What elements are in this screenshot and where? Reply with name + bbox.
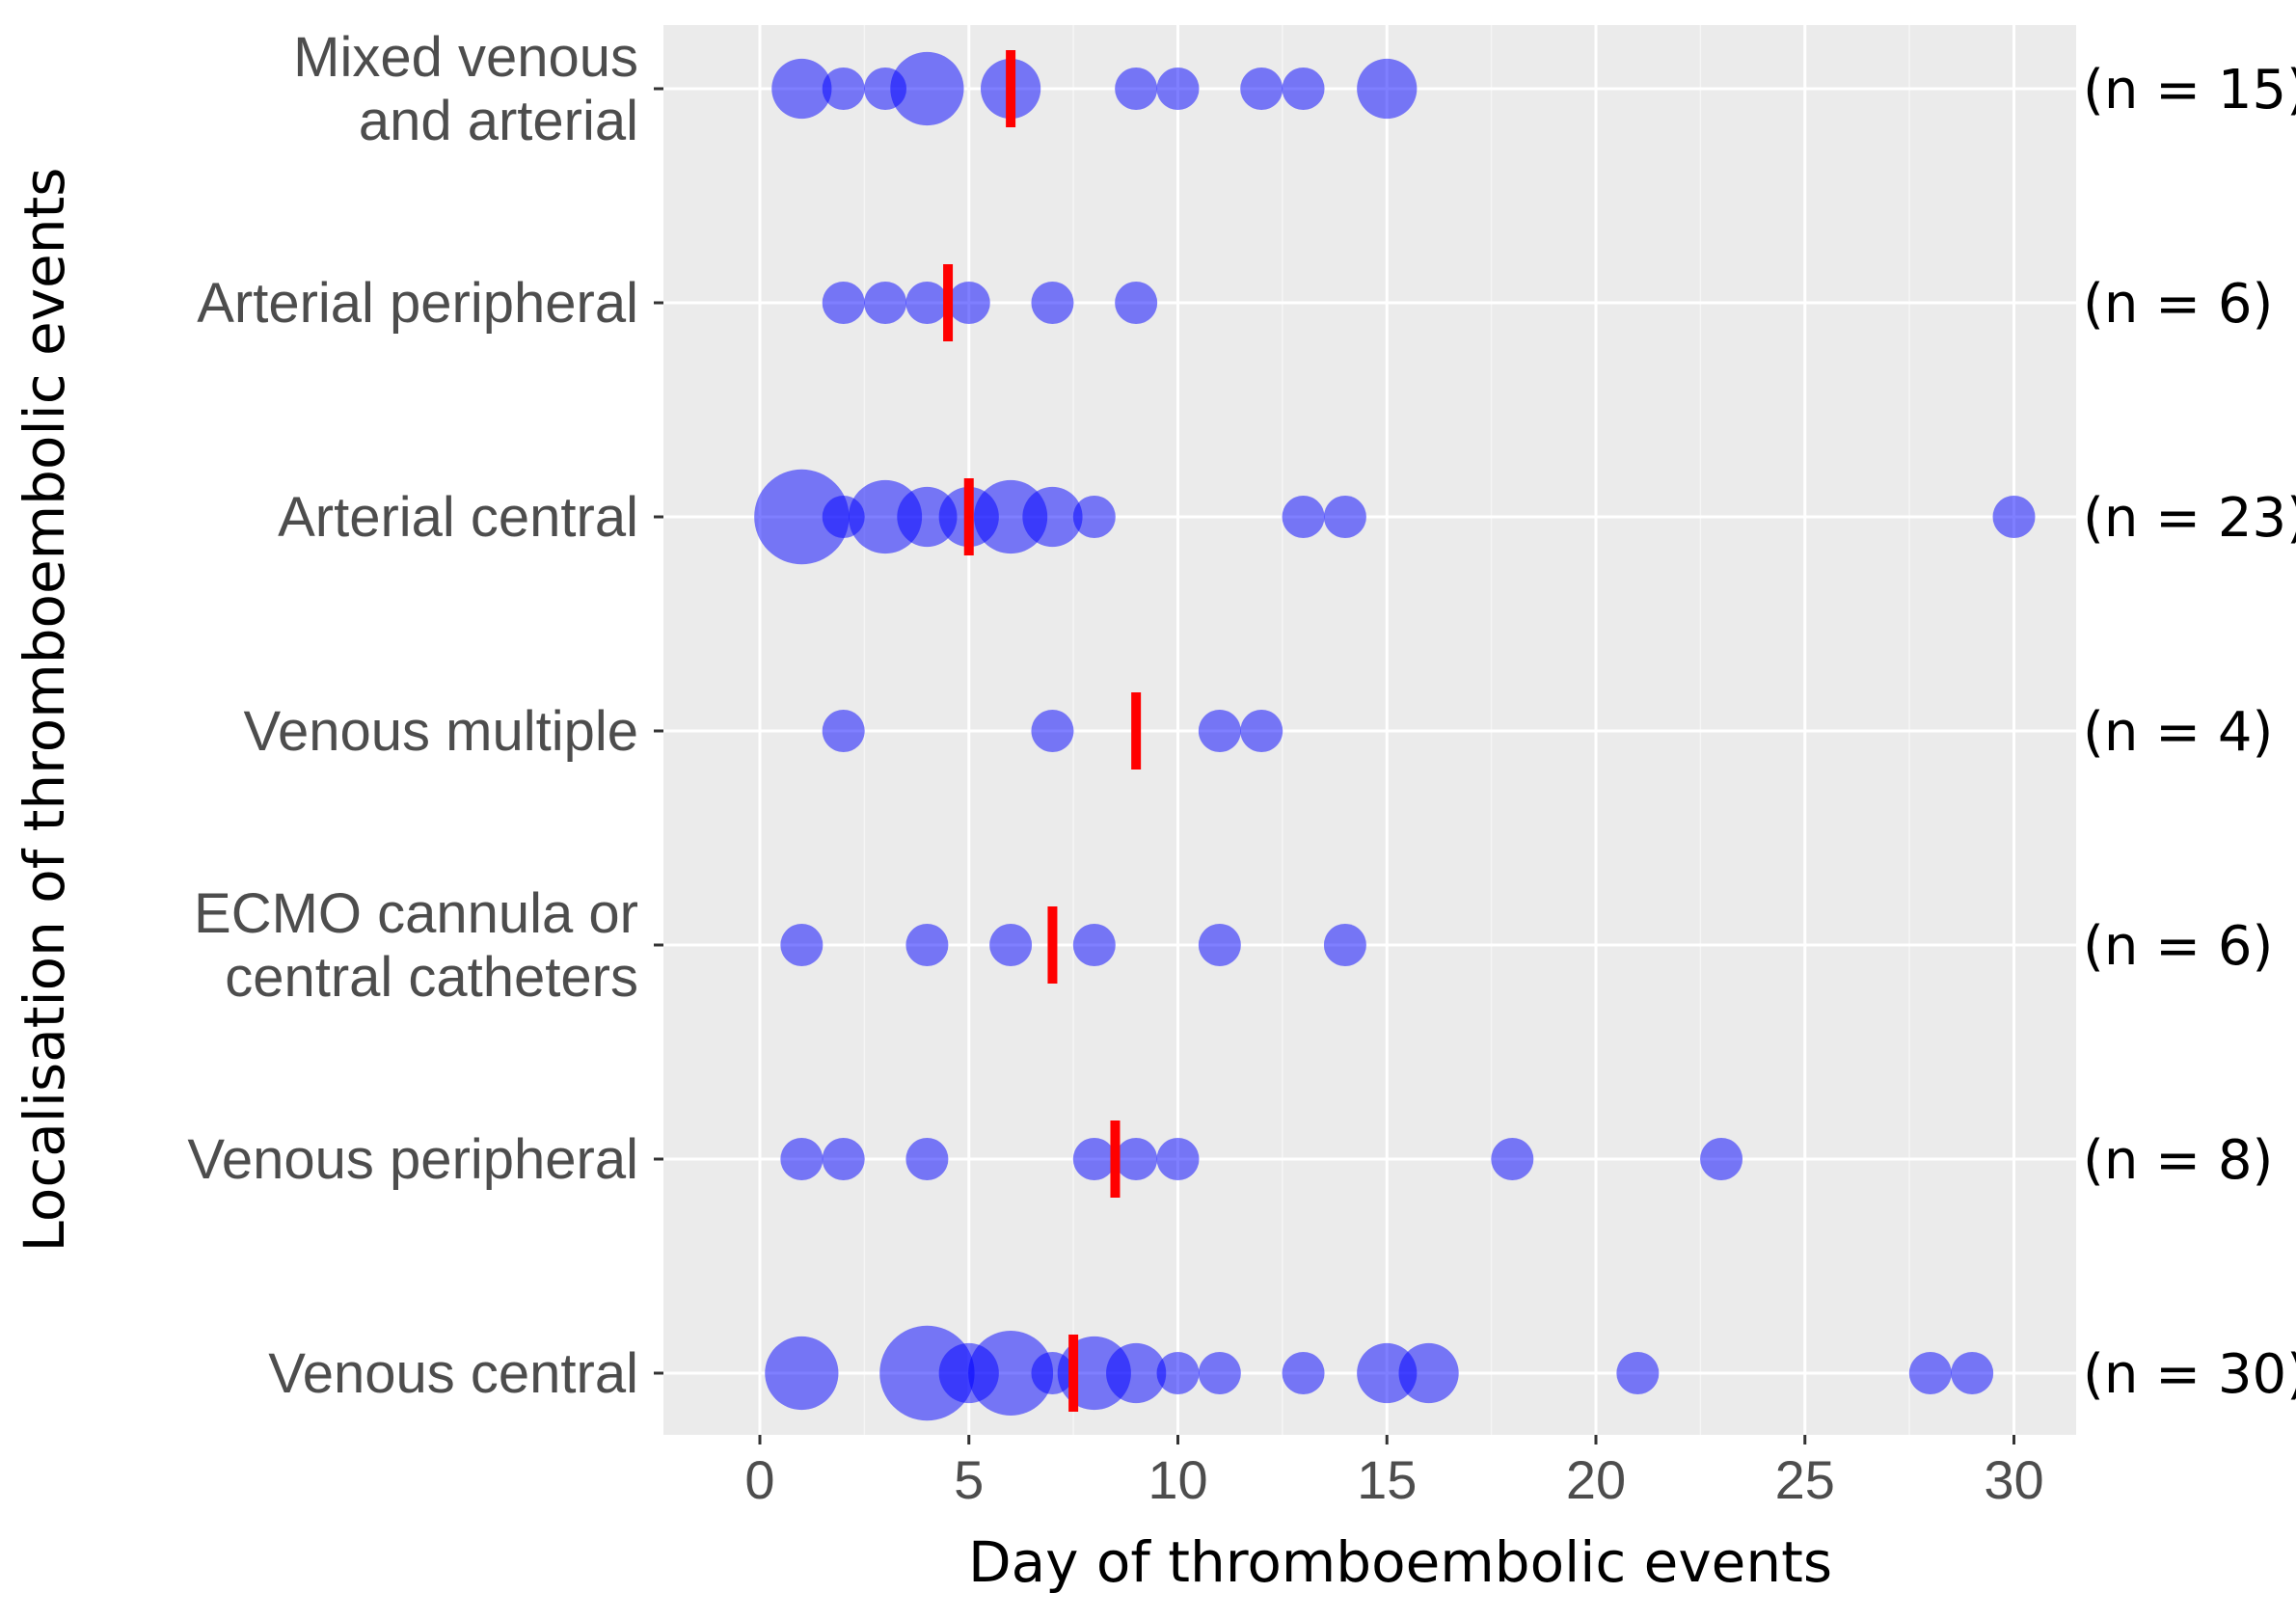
median-layer (943, 50, 1142, 1412)
category-label: and arterial (359, 90, 638, 152)
x-tick-label: 30 (1984, 1449, 2043, 1510)
data-point (1106, 1342, 1167, 1404)
data-point (1908, 1352, 1952, 1394)
data-point (1992, 496, 2036, 538)
data-point (822, 68, 865, 110)
data-point (989, 924, 1033, 966)
points-layer (754, 51, 2036, 1421)
sample-size-label: (n = 4) (2083, 701, 2273, 764)
sample-size-label: (n = 15) (2083, 59, 2296, 122)
grid-layer (663, 25, 2076, 1435)
x-tick-label: 20 (1566, 1449, 1626, 1510)
data-point (864, 282, 907, 324)
category-label: Venous multiple (244, 700, 638, 763)
data-point (890, 51, 964, 126)
data-point (1115, 282, 1158, 324)
data-point (905, 1138, 949, 1180)
data-point (1031, 282, 1074, 324)
data-point (1700, 1138, 1743, 1180)
x-axis-title: Day of thromboembolic events (968, 1529, 1832, 1595)
sample-size-label: (n = 30) (2083, 1343, 2296, 1406)
data-point (1282, 68, 1325, 110)
x-tick-label: 0 (744, 1449, 774, 1510)
data-point (1282, 1352, 1325, 1394)
x-tick-label: 25 (1775, 1449, 1835, 1510)
category-label: Arterial central (278, 486, 638, 549)
data-point (968, 1331, 1054, 1416)
data-point (1282, 496, 1325, 538)
data-point (822, 1138, 865, 1180)
data-point (1323, 496, 1366, 538)
data-point (1115, 1138, 1158, 1180)
category-label: central catheters (225, 946, 638, 1009)
data-point (1240, 68, 1283, 110)
category-label: Venous peripheral (187, 1128, 638, 1191)
data-point (1240, 710, 1283, 752)
data-point (947, 282, 990, 324)
data-point (765, 1336, 839, 1411)
data-point (905, 282, 949, 324)
y-axis-title: Localisation of thromboembolic events (12, 168, 77, 1253)
data-point (1156, 1138, 1200, 1180)
data-point (822, 282, 865, 324)
category-label: Venous central (268, 1342, 638, 1405)
sample-size-label: (n = 6) (2083, 273, 2273, 336)
data-point (1198, 710, 1241, 752)
category-label: ECMO cannula or (194, 882, 638, 945)
data-point (780, 924, 824, 966)
data-point (1323, 924, 1366, 966)
data-point (780, 1138, 824, 1180)
data-point (1398, 1342, 1459, 1404)
category-label: Arterial peripheral (197, 272, 638, 335)
data-point (1951, 1352, 1994, 1394)
data-point (1022, 486, 1083, 548)
data-point (1491, 1138, 1534, 1180)
data-point (822, 710, 865, 752)
data-point (1156, 1352, 1200, 1394)
data-point (1072, 924, 1116, 966)
data-point (1072, 496, 1116, 538)
sample-size-label: (n = 23) (2083, 487, 2296, 550)
sample-size-label: (n = 6) (2083, 915, 2273, 978)
x-tick-label: 5 (954, 1449, 984, 1510)
data-point (1072, 1138, 1116, 1180)
data-point (771, 58, 832, 120)
data-point (1198, 924, 1241, 966)
data-point (897, 486, 958, 548)
data-point (1031, 710, 1074, 752)
data-point (1357, 58, 1418, 120)
data-point (1357, 1342, 1418, 1404)
data-point (905, 924, 949, 966)
sample-size-label: (n = 8) (2083, 1129, 2273, 1192)
x-tick-label: 10 (1148, 1449, 1207, 1510)
category-label: Mixed venous (293, 26, 638, 89)
data-point (1156, 68, 1200, 110)
x-tick-label: 15 (1357, 1449, 1417, 1510)
axis-layer: 0 5 10 15 20 25 30 (654, 87, 2044, 1510)
data-point (1616, 1352, 1660, 1394)
data-point (1115, 68, 1158, 110)
data-point (1198, 1352, 1241, 1394)
data-point (754, 469, 850, 565)
